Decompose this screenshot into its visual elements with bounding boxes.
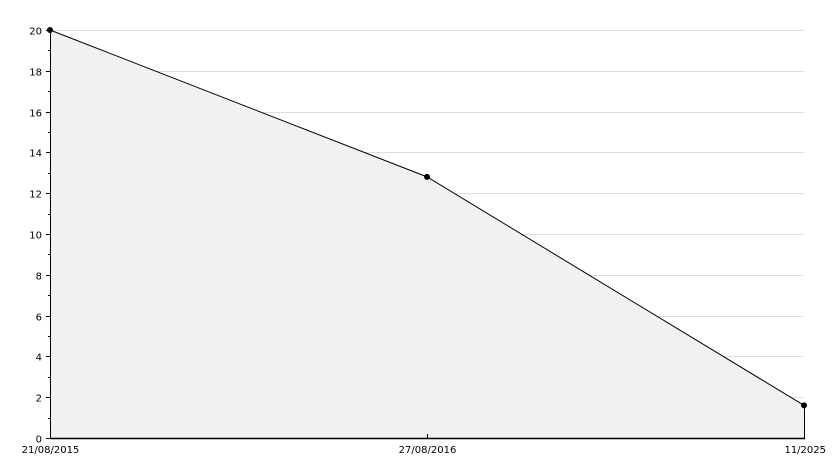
x-tick-label: 21/08/2015 (22, 445, 80, 456)
area-fill (50, 30, 804, 438)
data-point (47, 27, 53, 33)
y-tick-label: 8 (36, 272, 42, 283)
y-tick-label: 20 (29, 27, 42, 38)
y-tick-label: 6 (36, 313, 42, 324)
x-tick-label: 27/08/2016 (399, 445, 457, 456)
y-tick-label: 12 (29, 190, 42, 201)
y-tick-label: 18 (29, 68, 42, 79)
y-tick-label: 0 (36, 435, 42, 446)
y-axis: 0 2 4 6 8 10 12 14 16 18 20 (29, 27, 51, 446)
x-tick-label: 11/2025 (784, 445, 826, 456)
y-tick-label: 14 (29, 149, 42, 160)
y-tick-label: 16 (29, 109, 42, 120)
y-tick-label: 10 (29, 231, 42, 242)
data-point (424, 173, 430, 180)
data-points (47, 27, 807, 438)
y-tick-label: 4 (36, 353, 42, 364)
y-tick-label: 2 (36, 394, 42, 405)
